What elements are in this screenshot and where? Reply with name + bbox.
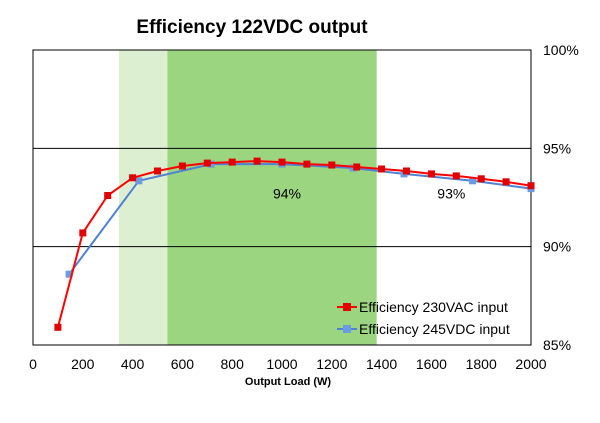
- series-layer: [54, 157, 535, 331]
- zone-label-0: 93%: [437, 186, 465, 202]
- y-tick-label-3: 100%: [543, 42, 579, 58]
- y-tick-label-2: 95%: [543, 140, 571, 156]
- x-tick-labels: 0 200 400 600 800 1000 1200 1400 1600 1800 2000: [29, 356, 547, 372]
- point-efficiency-230vac-input-2: [104, 192, 112, 199]
- point-efficiency-230vac-input-7: [228, 158, 236, 166]
- y-tick-labels: 85% 90% 95% 100%: [543, 42, 579, 353]
- x-tick-label-0: 0: [29, 356, 37, 372]
- zone-labels-layer: 93% 94%: [273, 186, 465, 202]
- point-efficiency-230vac-input-13: [378, 165, 386, 173]
- point-efficiency-245vdc-input-1: [135, 177, 143, 185]
- plot-border: [32, 49, 532, 346]
- point-efficiency-230vac-input-8: [253, 157, 261, 165]
- legend-item-245vdc: Efficiency 245VDC input: [337, 321, 510, 337]
- point-efficiency-230vac-input-14: [403, 167, 410, 175]
- point-efficiency-245vdc-input-6: [469, 177, 476, 185]
- y-tick-label-1: 90%: [543, 239, 571, 255]
- x-tick-label-7: 1400: [366, 356, 397, 372]
- zones-layer: [118, 50, 377, 345]
- point-efficiency-230vac-input-5: [178, 162, 186, 170]
- point-efficiency-230vac-input-0: [54, 323, 62, 331]
- x-tick-label-1: 200: [71, 356, 95, 372]
- point-efficiency-230vac-input-11: [328, 161, 336, 169]
- point-efficiency-230vac-input-10: [303, 160, 311, 168]
- point-efficiency-230vac-input-1: [79, 229, 87, 237]
- point-efficiency-230vac-input-19: [527, 182, 535, 190]
- point-efficiency-230vac-input-16: [452, 172, 460, 180]
- zone-label-1: 94%: [273, 186, 301, 202]
- point-efficiency-245vdc-input-0: [65, 270, 73, 278]
- point-efficiency-230vac-input-15: [427, 170, 435, 178]
- x-tick-label-6: 1200: [316, 356, 347, 372]
- point-efficiency-245vdc-input-2: [207, 160, 215, 168]
- grid-layer: [33, 147, 531, 248]
- chart-title: Efficiency 122VDC output: [136, 17, 368, 38]
- x-tick-label-8: 1600: [416, 356, 447, 372]
- legend: Efficiency 230VAC input Efficiency 245VD…: [337, 299, 510, 337]
- x-tick-label-10: 2000: [515, 356, 546, 372]
- legend-item-230vac: Efficiency 230VAC input: [337, 299, 508, 315]
- point-efficiency-230vac-input-6: [203, 159, 211, 167]
- series-efficiency-230vac-input: [54, 157, 535, 331]
- zone-band-1: [167, 50, 377, 345]
- legend-marker-245vdc: [343, 325, 351, 333]
- x-axis-label: Output Load (W): [245, 376, 331, 388]
- legend-label-245vdc: Efficiency 245VDC input: [359, 321, 510, 337]
- legend-label-230vac: Efficiency 230VAC input: [359, 299, 508, 315]
- x-tick-label-3: 600: [171, 356, 195, 372]
- point-efficiency-230vac-input-18: [502, 178, 510, 186]
- point-efficiency-230vac-input-12: [353, 163, 361, 171]
- point-efficiency-245vdc-input-4: [349, 164, 357, 172]
- x-tick-label-4: 800: [221, 356, 245, 372]
- point-efficiency-230vac-input-17: [477, 175, 485, 183]
- point-efficiency-230vac-input-3: [129, 174, 137, 182]
- y-tick-label-0: 85%: [543, 337, 571, 353]
- series-line-efficiency-230vac-input: [56, 160, 532, 328]
- x-tick-label-9: 1800: [466, 356, 497, 372]
- point-efficiency-230vac-input-9: [278, 158, 286, 166]
- point-efficiency-230vac-input-4: [154, 167, 161, 175]
- legend-marker-230vac: [343, 303, 351, 311]
- x-tick-label-2: 400: [121, 356, 145, 372]
- series-line-efficiency-245vdc-input: [68, 163, 532, 275]
- x-tick-label-5: 1000: [266, 356, 297, 372]
